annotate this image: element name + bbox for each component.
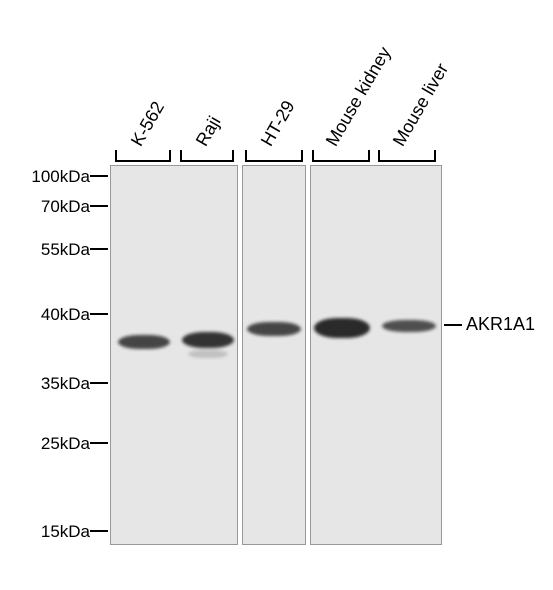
western-blot-figure: K-562 Raji HT-29 Mouse kidney Mouse live… [0,0,553,590]
band-raji-smear [188,350,228,358]
ladder-tick [90,530,108,532]
ladder-label: 100kDa [31,167,90,187]
lane-header-bar [115,160,171,162]
ladder-label: 40kDa [41,305,90,325]
ladder-label: 15kDa [41,522,90,542]
ladder-tick [90,313,108,315]
ladder-tick [90,205,108,207]
lane-tick [378,150,380,160]
lane-tick [180,150,182,160]
target-tick [444,324,462,326]
lane-header-bar [180,160,234,162]
lane-tick [115,150,117,160]
gel-panel [242,165,306,545]
lane-labels-group: K-562 Raji HT-29 Mouse kidney Mouse live… [110,10,470,150]
ladder-label: 70kDa [41,197,90,217]
lane-label: HT-29 [257,97,300,150]
lane-label: K-562 [127,98,169,150]
lane-header-bar [378,160,436,162]
band-mouse-kidney [314,318,370,338]
band-ht29 [247,322,301,336]
ladder-tick [90,248,108,250]
lane-label: Mouse kidney [322,43,396,150]
ladder-tick [90,442,108,444]
gel-panel [310,165,442,545]
lane-tick [301,150,303,160]
ladder-label: 25kDa [41,434,90,454]
lane-tick [169,150,171,160]
lane-label: Raji [192,113,226,150]
ladder-tick [90,175,108,177]
lane-header-bar [245,160,303,162]
lane-tick [368,150,370,160]
ladder-label: 35kDa [41,374,90,394]
ladder-label: 55kDa [41,240,90,260]
lane-tick [312,150,314,160]
band-k562 [118,335,170,349]
lane-tick [434,150,436,160]
target-protein-label: AKR1A1 [466,314,535,335]
lane-header-bar [312,160,370,162]
band-raji [182,332,234,348]
lane-label: Mouse liver [389,60,453,150]
ladder-tick [90,382,108,384]
lane-tick [232,150,234,160]
band-mouse-liver [382,320,436,332]
lane-tick [245,150,247,160]
